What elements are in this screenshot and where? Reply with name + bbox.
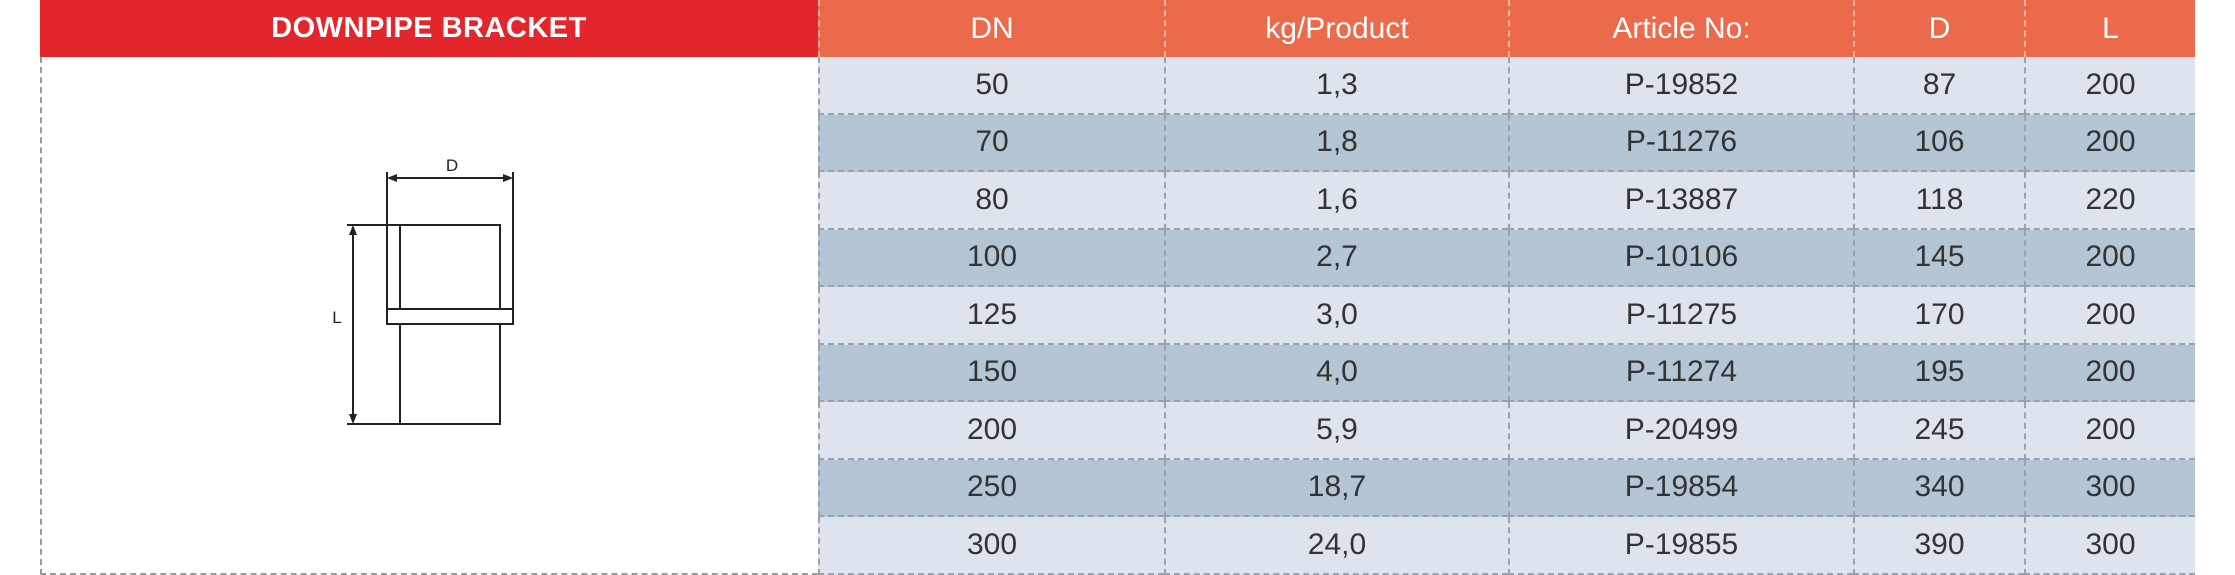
table-cell: P-20499 (1508, 402, 1853, 460)
table-cell: 106 (1853, 114, 2024, 172)
table-cell: P-19852 (1508, 57, 1853, 115)
table-cell: 1,3 (1164, 57, 1508, 115)
table-cell: P-11276 (1508, 114, 1853, 172)
table-cell: 200 (818, 402, 1164, 460)
table-cell: 200 (2024, 402, 2195, 460)
table-cell: P-13887 (1508, 172, 1853, 230)
table-cell: 200 (2024, 229, 2195, 287)
diagram-panel (40, 57, 818, 575)
table-cell: 200 (2024, 287, 2195, 345)
table-cell: 87 (1853, 57, 2024, 115)
table-cell: 118 (1853, 172, 2024, 230)
table-cell: 250 (818, 459, 1164, 517)
table-cell: 4,0 (1164, 344, 1508, 402)
table-cell: P-19855 (1508, 517, 1853, 575)
table-cell: 1,8 (1164, 114, 1508, 172)
dimension-label: D (446, 156, 458, 175)
table-cell: 3,0 (1164, 287, 1508, 345)
table-cell: P-11274 (1508, 344, 1853, 402)
table-cell: 220 (2024, 172, 2195, 230)
column-header: L (2024, 0, 2195, 57)
table-cell: 300 (2024, 517, 2195, 575)
table-cell: 50 (818, 57, 1164, 115)
table-cell: 170 (1853, 287, 2024, 345)
bracket-band (386, 308, 514, 325)
table-cell: 245 (1853, 402, 2024, 460)
table-cell: 195 (1853, 344, 2024, 402)
table-cell: 70 (818, 114, 1164, 172)
column-header: D (1853, 0, 2024, 57)
table-cell: 18,7 (1164, 459, 1508, 517)
table-cell: P-11275 (1508, 287, 1853, 345)
column-header: DN (818, 0, 1164, 57)
diagram: D L (332, 156, 514, 425)
table-cell: 24,0 (1164, 517, 1508, 575)
table-cell: P-10106 (1508, 229, 1853, 287)
table-cell: 150 (818, 344, 1164, 402)
table-cell: 340 (1853, 459, 2024, 517)
table-cell: 125 (818, 287, 1164, 345)
column-header: kg/Product (1164, 0, 1508, 57)
table-cell: 300 (818, 517, 1164, 575)
table-cell: 1,6 (1164, 172, 1508, 230)
table-cell: 5,9 (1164, 402, 1508, 460)
column-header: Article No: (1508, 0, 1853, 57)
arrowhead (349, 225, 357, 235)
arrowhead (387, 174, 397, 182)
table-cell: 300 (2024, 459, 2195, 517)
title: DOWNPIPE BRACKET (40, 0, 818, 57)
table-cell: 80 (818, 172, 1164, 230)
table-cell: 200 (2024, 57, 2195, 115)
table-cell: 200 (2024, 344, 2195, 402)
table-cell: 200 (2024, 114, 2195, 172)
arrowhead (349, 414, 357, 424)
table-cell: 100 (818, 229, 1164, 287)
table-cell: 145 (1853, 229, 2024, 287)
table-cell: 2,7 (1164, 229, 1508, 287)
table-cell: 390 (1853, 517, 2024, 575)
arrowhead (503, 174, 513, 182)
table-cell: P-19854 (1508, 459, 1853, 517)
dimension-label: L (332, 308, 341, 327)
